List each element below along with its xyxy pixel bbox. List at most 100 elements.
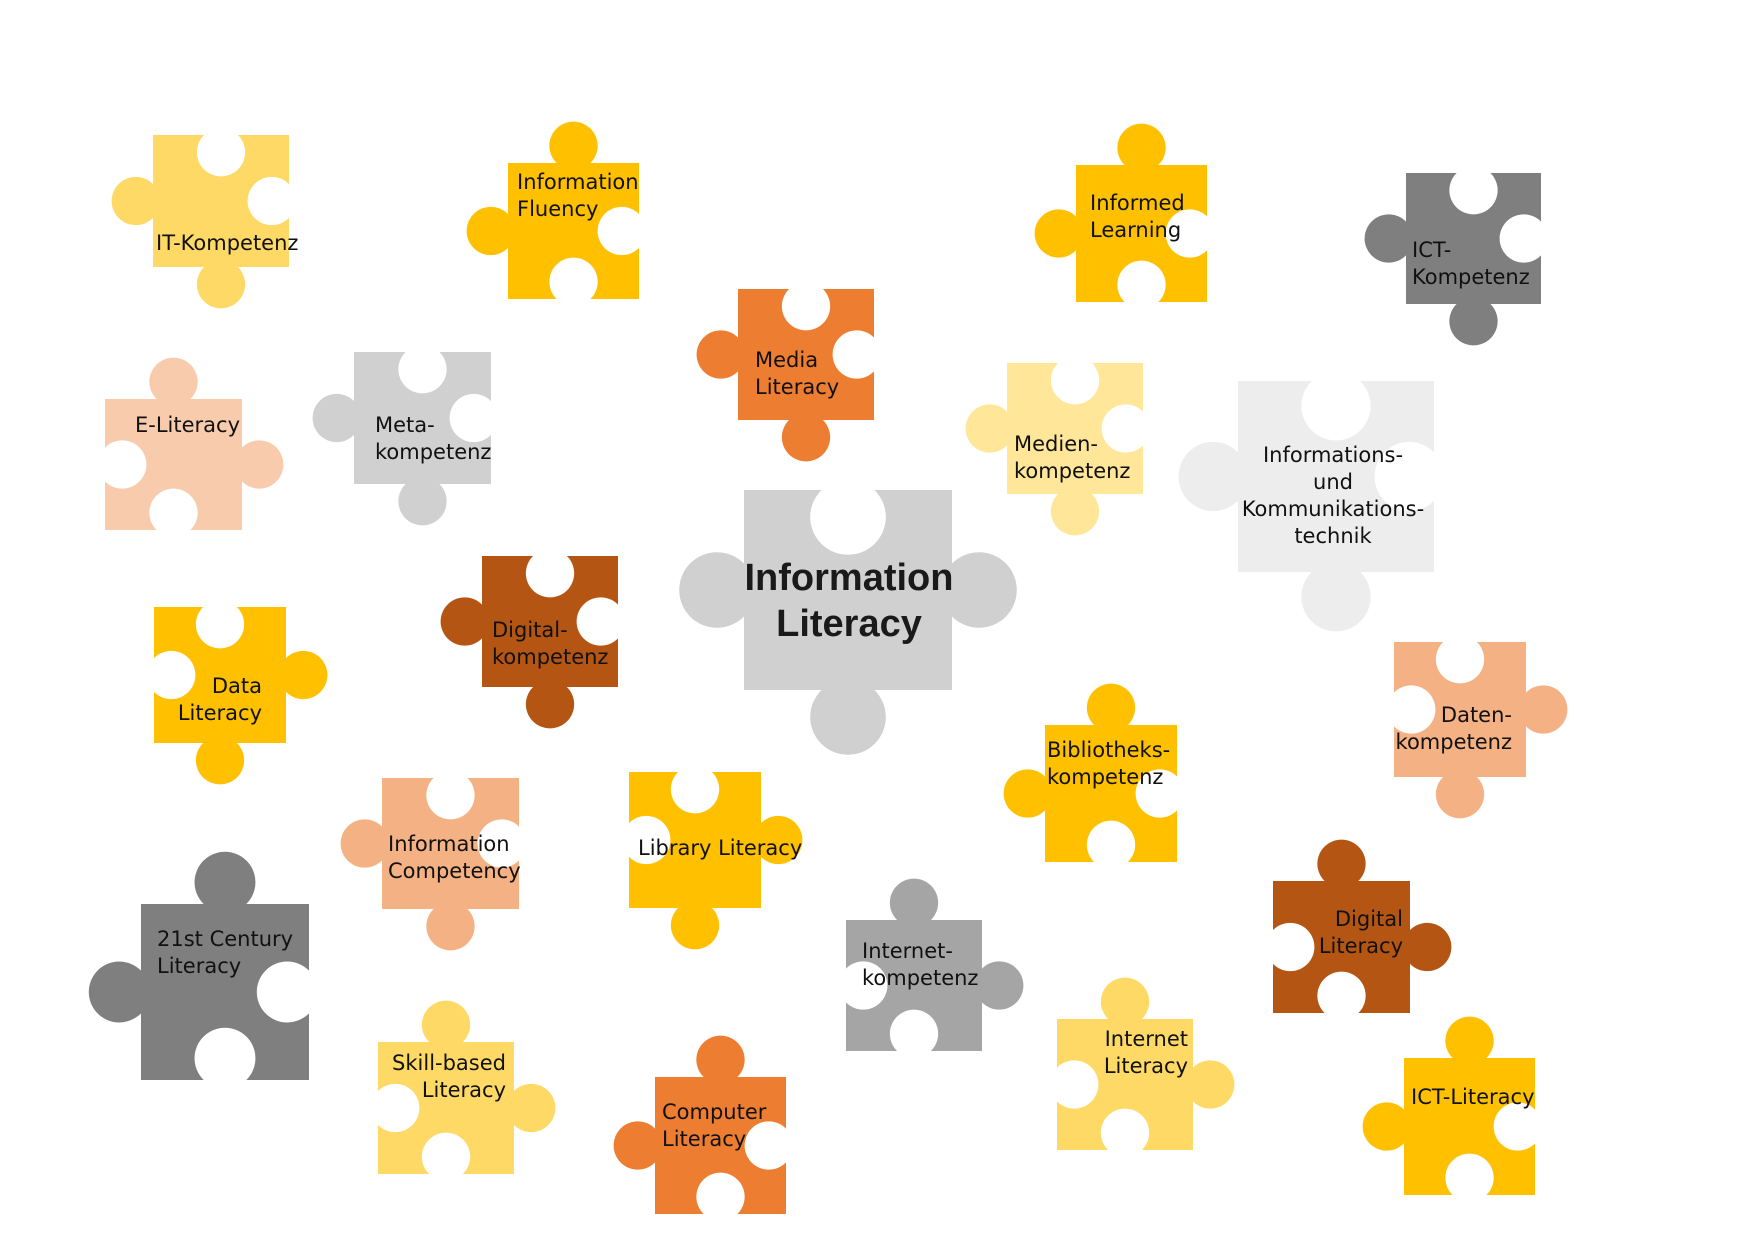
piece-shape-information-competency	[340, 778, 519, 951]
label-line: Literacy	[178, 701, 262, 725]
piece-shape-ict-literacy	[1362, 1016, 1535, 1195]
puzzle-piece-metakompetenz: Meta-kompetenz	[312, 352, 491, 526]
puzzle-piece-digitalkompetenz: Digital-kompetenz	[440, 556, 618, 729]
label-line: Informations-	[1263, 443, 1403, 467]
label-line: Kommunikations-	[1242, 497, 1424, 521]
piece-label-computer-literacy: Computer Literacy	[662, 1100, 767, 1151]
label-line: IT-Kompetenz	[156, 231, 298, 255]
label-line: 21st Century	[157, 927, 293, 951]
piece-shape-datenkompetenz	[1394, 642, 1568, 819]
puzzle-piece-data-literacy: Data Literacy	[154, 607, 328, 785]
puzzle-piece-internetkompetenz: Internet-kompetenz	[846, 878, 1024, 1051]
piece-shape-21st-century-literacy	[88, 851, 309, 1080]
puzzle-piece-media-literacy: Media Literacy	[696, 289, 874, 462]
label-line: kompetenz	[1396, 730, 1512, 754]
puzzle-piece-21st-century-literacy: 21st Century Literacy	[88, 851, 309, 1080]
label-line: Digital	[1335, 907, 1403, 931]
piece-label-iuk-technik: Informations-und Kommunikations-technik	[1242, 443, 1424, 548]
puzzle-piece-medienkompetenz: Medien-kompetenz	[965, 363, 1143, 536]
piece-shape-internetkompetenz	[846, 878, 1024, 1051]
piece-label-21st-century-literacy: 21st Century Literacy	[157, 927, 293, 978]
piece-label-metakompetenz: Meta-kompetenz	[375, 413, 491, 464]
piece-shape-informed-learning	[1034, 123, 1207, 302]
piece-label-medienkompetenz: Medien-kompetenz	[1014, 432, 1130, 483]
puzzle-piece-information-fluency: Information Fluency	[466, 121, 639, 299]
piece-label-library-literacy: Library Literacy	[638, 836, 802, 860]
label-line: Skill-based	[392, 1051, 506, 1075]
label-line: Daten-	[1441, 703, 1512, 727]
label-line: kompetenz	[1014, 459, 1130, 483]
piece-label-informed-learning: Informed Learning	[1090, 191, 1185, 242]
label-line: Internet	[1105, 1027, 1188, 1051]
label-line: E-Literacy	[135, 413, 240, 437]
piece-shape-ict-kompetenz	[1364, 173, 1541, 346]
label-line: Data	[212, 674, 262, 698]
label-line: Learning	[1090, 218, 1181, 242]
puzzle-piece-digital-literacy: Digital Literacy	[1273, 839, 1452, 1013]
label-line: Bibliotheks-	[1047, 738, 1170, 762]
piece-label-information-fluency: Information Fluency	[517, 170, 639, 221]
piece-label-datenkompetenz: Daten-kompetenz	[1396, 703, 1512, 754]
label-line: Library Literacy	[638, 836, 802, 860]
label-line: Literacy	[662, 1127, 746, 1151]
label-line: technik	[1294, 524, 1372, 548]
puzzle-piece-information-competency: Information Competency	[340, 778, 521, 951]
piece-shape-medienkompetenz	[965, 363, 1143, 536]
piece-label-ict-kompetenz: ICT- Kompetenz	[1412, 238, 1530, 289]
label-line: Kompetenz	[1412, 265, 1530, 289]
piece-shape-it-kompetenz	[111, 135, 289, 309]
piece-shape-library-literacy	[629, 772, 803, 950]
label-line: Media	[755, 348, 818, 372]
puzzle-piece-ict-kompetenz: ICT- Kompetenz	[1364, 173, 1541, 346]
puzzle-piece-bibliothekskompetenz: Bibliotheks-kompetenz	[1003, 683, 1177, 862]
label-line: Literacy	[1319, 934, 1403, 958]
label-line: Literacy	[157, 954, 241, 978]
label-line: und	[1313, 470, 1353, 494]
piece-shape-metakompetenz	[312, 352, 491, 526]
piece-label-skill-based-literacy: Skill-based Literacy	[392, 1051, 506, 1102]
puzzle-piece-ict-literacy: ICT-Literacy	[1362, 1016, 1535, 1195]
piece-shape-skill-based-literacy	[378, 1000, 556, 1174]
piece-label-information-competency: Information Competency	[388, 832, 521, 883]
piece-shape-information-fluency	[466, 121, 639, 299]
piece-shape-media-literacy	[696, 289, 874, 462]
label-line: Literacy	[776, 603, 922, 645]
puzzle-piece-iuk-technik: Informations-und Kommunikations-technik	[1178, 381, 1434, 632]
label-line: Literacy	[755, 375, 839, 399]
label-line: ICT-	[1412, 238, 1451, 262]
puzzle-piece-informed-learning: Informed Learning	[1034, 123, 1207, 302]
label-line: Literacy	[422, 1078, 506, 1102]
piece-label-media-literacy: Media Literacy	[755, 348, 839, 399]
puzzle-piece-skill-based-literacy: Skill-based Literacy	[378, 1000, 556, 1174]
label-line: Medien-	[1014, 432, 1098, 456]
piece-shape-e-literacy	[105, 357, 284, 530]
label-line: Fluency	[517, 197, 598, 221]
label-line: Competency	[388, 859, 521, 883]
piece-shape-data-literacy	[154, 607, 328, 785]
label-line: kompetenz	[375, 440, 491, 464]
puzzle-piece-e-literacy: E-Literacy	[105, 357, 284, 530]
piece-label-ict-literacy: ICT-Literacy	[1411, 1085, 1535, 1109]
label-line: Digital-	[492, 618, 568, 642]
puzzle-piece-it-kompetenz: IT-Kompetenz	[111, 135, 298, 309]
piece-shape-iuk-technik	[1178, 381, 1434, 632]
puzzle-piece-datenkompetenz: Daten-kompetenz	[1394, 642, 1568, 819]
piece-shape-internet-literacy	[1057, 977, 1235, 1150]
label-line: Informed	[1090, 191, 1185, 215]
piece-label-digital-literacy: Digital Literacy	[1319, 907, 1403, 958]
piece-shape-digitalkompetenz	[440, 556, 618, 729]
piece-shape-bibliothekskompetenz	[1003, 683, 1177, 862]
label-line: Computer	[662, 1100, 767, 1124]
piece-label-it-kompetenz: IT-Kompetenz	[156, 231, 298, 255]
label-line: kompetenz	[492, 645, 608, 669]
puzzle-piece-library-literacy: Library Literacy	[629, 772, 803, 950]
center-piece-label: Information Literacy	[745, 557, 954, 645]
label-line: Information	[745, 557, 954, 599]
label-line: kompetenz	[1047, 765, 1163, 789]
piece-label-data-literacy: Data Literacy	[178, 674, 262, 725]
label-line: kompetenz	[862, 966, 978, 990]
label-line: Information	[517, 170, 639, 194]
label-line: Internet-	[862, 939, 953, 963]
